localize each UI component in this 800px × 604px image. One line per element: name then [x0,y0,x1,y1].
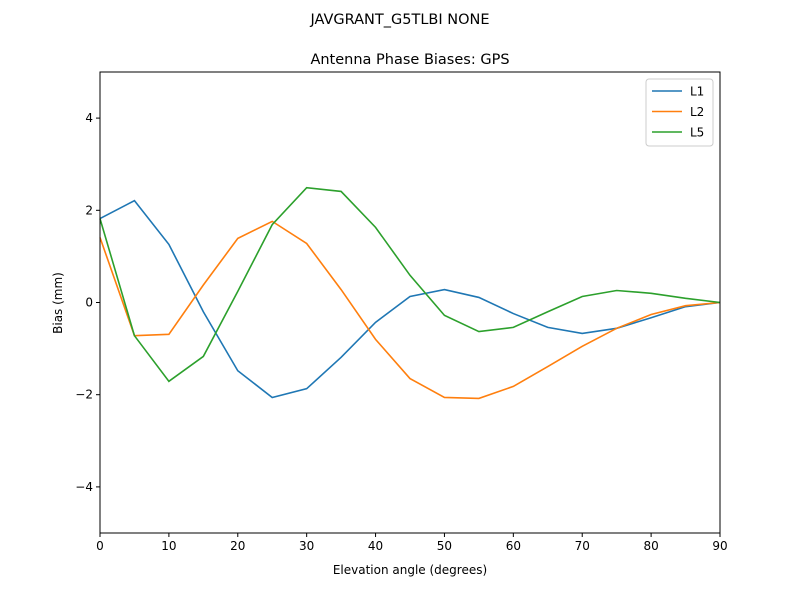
y-tick-label: −4 [75,480,93,494]
x-tick-label: 80 [643,539,658,553]
x-tick-label: 90 [712,539,727,553]
series-line-L2 [99,220,721,400]
plot-frame [99,71,721,534]
legend-label-L2: L2 [690,105,704,119]
chart-title: Antenna Phase Biases: GPS [310,52,509,68]
x-tick-label: 40 [368,539,383,553]
x-tick-label: 0 [96,539,104,553]
x-tick-label: 60 [506,539,521,553]
x-tick-label: 70 [575,539,590,553]
y-tick-label: 4 [85,111,93,125]
legend: L1 L2 L5 [645,78,714,147]
legend-box [645,78,714,147]
x-tick-label: 10 [161,539,176,553]
x-tick-label: 50 [437,539,452,553]
legend-label-L1: L1 [690,85,704,99]
series-line-L5 [99,186,721,383]
x-tick-label: 30 [299,539,314,553]
y-tick-label: −2 [75,388,93,402]
y-axis-label: Bias (mm) [51,272,65,334]
y-tick-label: 2 [85,203,93,217]
x-axis-label: Elevation angle (degrees) [333,563,487,577]
y-tick-label: 0 [85,296,93,310]
legend-label-L5: L5 [690,126,704,140]
x-tick-label: 20 [230,539,245,553]
suptitle: JAVGRANT_G5TLBI NONE [309,12,489,28]
